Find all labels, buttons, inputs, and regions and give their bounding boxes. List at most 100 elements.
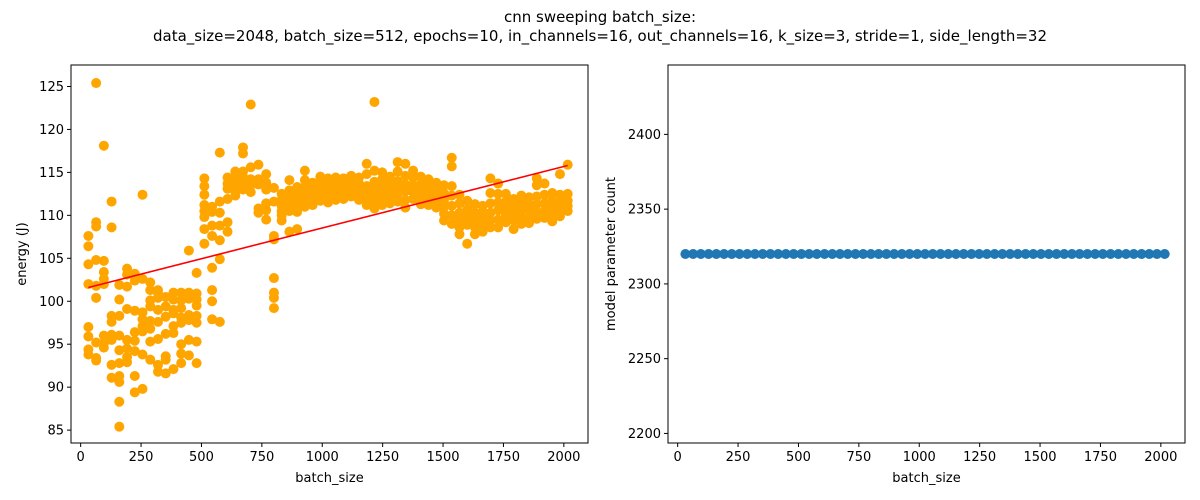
energy-chart-point: [415, 179, 426, 190]
energy-chart-point: [477, 226, 488, 237]
energy-chart-point: [168, 321, 179, 332]
energy-chart-ytick-label: 110: [39, 209, 64, 224]
param-count-chart-point: [997, 249, 1008, 259]
energy-chart-point: [160, 311, 171, 322]
energy-chart-point: [176, 358, 187, 369]
energy-chart-point: [183, 334, 194, 345]
energy-chart-point: [137, 307, 148, 318]
energy-chart-point: [91, 355, 102, 366]
energy-chart-point: [91, 78, 102, 89]
energy-chart-point: [253, 179, 264, 190]
param-count-chart-ytick-label: 2300: [628, 277, 661, 292]
energy-chart-point: [183, 315, 194, 326]
energy-chart-point: [261, 169, 272, 180]
param-count-chart-point: [726, 249, 737, 259]
energy-chart-point: [83, 241, 94, 252]
energy-chart-point: [516, 197, 527, 208]
energy-chart-point: [168, 308, 179, 319]
energy-chart-point: [493, 205, 504, 216]
energy-chart-ticks: 0 250 500 750 1000 1250 1500 1750 2000 85 90 95 100 1…: [39, 80, 580, 465]
energy-chart-point: [238, 148, 249, 159]
energy-chart-point: [152, 334, 163, 345]
energy-chart-point: [493, 214, 504, 225]
energy-chart-point: [431, 202, 442, 213]
energy-chart-point: [500, 196, 511, 207]
param-count-chart-point: [966, 249, 977, 259]
param-count-chart-point: [873, 249, 884, 259]
energy-chart-point: [415, 171, 426, 182]
energy-chart-point: [500, 188, 511, 199]
energy-chart-point: [469, 199, 480, 210]
param-count-chart-point: [842, 249, 853, 259]
energy-chart-point: [207, 220, 218, 231]
energy-chart-point: [477, 206, 488, 217]
energy-chart-point: [562, 188, 573, 199]
energy-chart-point: [199, 189, 210, 200]
energy-chart-point: [214, 316, 225, 327]
energy-chart-point: [423, 188, 434, 199]
energy-chart-point: [284, 226, 295, 237]
energy-chart-point: [137, 189, 148, 200]
param-count-chart-point: [1136, 249, 1147, 259]
energy-chart-point: [83, 349, 94, 360]
energy-chart-point: [408, 187, 419, 198]
energy-chart-point: [114, 345, 125, 356]
energy-chart-xtick-label: 0: [77, 450, 85, 465]
energy-chart-point: [454, 229, 465, 240]
energy-chart-point: [122, 303, 133, 314]
energy-chart-point: [238, 177, 249, 188]
energy-chart-point: [554, 169, 565, 180]
energy-chart-point: [431, 177, 442, 188]
energy-chart-point: [152, 359, 163, 370]
energy-chart-point: [106, 196, 117, 207]
energy-chart-point: [137, 314, 148, 325]
energy-chart-ytick-label: 85: [47, 424, 64, 439]
energy-chart-point: [207, 262, 218, 273]
energy-chart-point: [369, 196, 380, 207]
param-count-chart-point: [981, 249, 992, 259]
param-count-chart-point: [935, 249, 946, 259]
param-count-chart-xtick-label: 1500: [1023, 450, 1056, 465]
energy-chart-point: [183, 350, 194, 361]
energy-chart-point: [485, 215, 496, 226]
energy-chart-point: [207, 206, 218, 217]
energy-chart-point: [160, 301, 171, 312]
energy-chart-point: [446, 210, 457, 221]
energy-chart-point: [122, 334, 133, 345]
energy-chart-point: [485, 222, 496, 233]
param-count-chart-xtick-label: 1000: [903, 450, 936, 465]
energy-chart-point: [516, 205, 527, 216]
param-count-chart-point: [989, 249, 1000, 259]
energy-chart-point: [531, 180, 542, 191]
energy-chart-point: [160, 328, 171, 339]
energy-chart-point: [423, 200, 434, 211]
energy-chart-point: [268, 234, 279, 245]
energy-chart-point: [508, 201, 519, 212]
energy-chart-point: [98, 330, 109, 341]
param-count-chart-point: [765, 249, 776, 259]
energy-chart-point: [377, 174, 388, 185]
energy-chart-point: [145, 316, 156, 327]
param-count-chart-point: [858, 249, 869, 259]
energy-chart-point: [145, 354, 156, 365]
energy-chart-trend-line: [88, 164, 568, 289]
energy-chart-point: [369, 189, 380, 200]
param-count-chart-point: [1012, 249, 1023, 259]
param-count-chart-point: [943, 249, 954, 259]
energy-chart-point: [539, 212, 550, 223]
energy-chart-point: [268, 303, 279, 314]
energy-chart-point: [129, 346, 140, 357]
param-count-chart-xlabel: batch_size: [892, 471, 960, 486]
energy-chart-point: [91, 221, 102, 232]
energy-chart-point: [524, 192, 535, 203]
energy-chart-point: [547, 202, 558, 213]
energy-chart-xtick-label: 500: [189, 450, 214, 465]
energy-chart-xtick-label: 750: [249, 450, 274, 465]
param-count-chart-marks: [680, 249, 1170, 259]
energy-chart-point: [276, 215, 287, 226]
energy-chart-point: [199, 173, 210, 184]
energy-chart-point: [98, 255, 109, 266]
energy-chart-point: [145, 277, 156, 288]
param-count-chart-point: [1051, 249, 1062, 259]
energy-chart-point: [137, 383, 148, 394]
